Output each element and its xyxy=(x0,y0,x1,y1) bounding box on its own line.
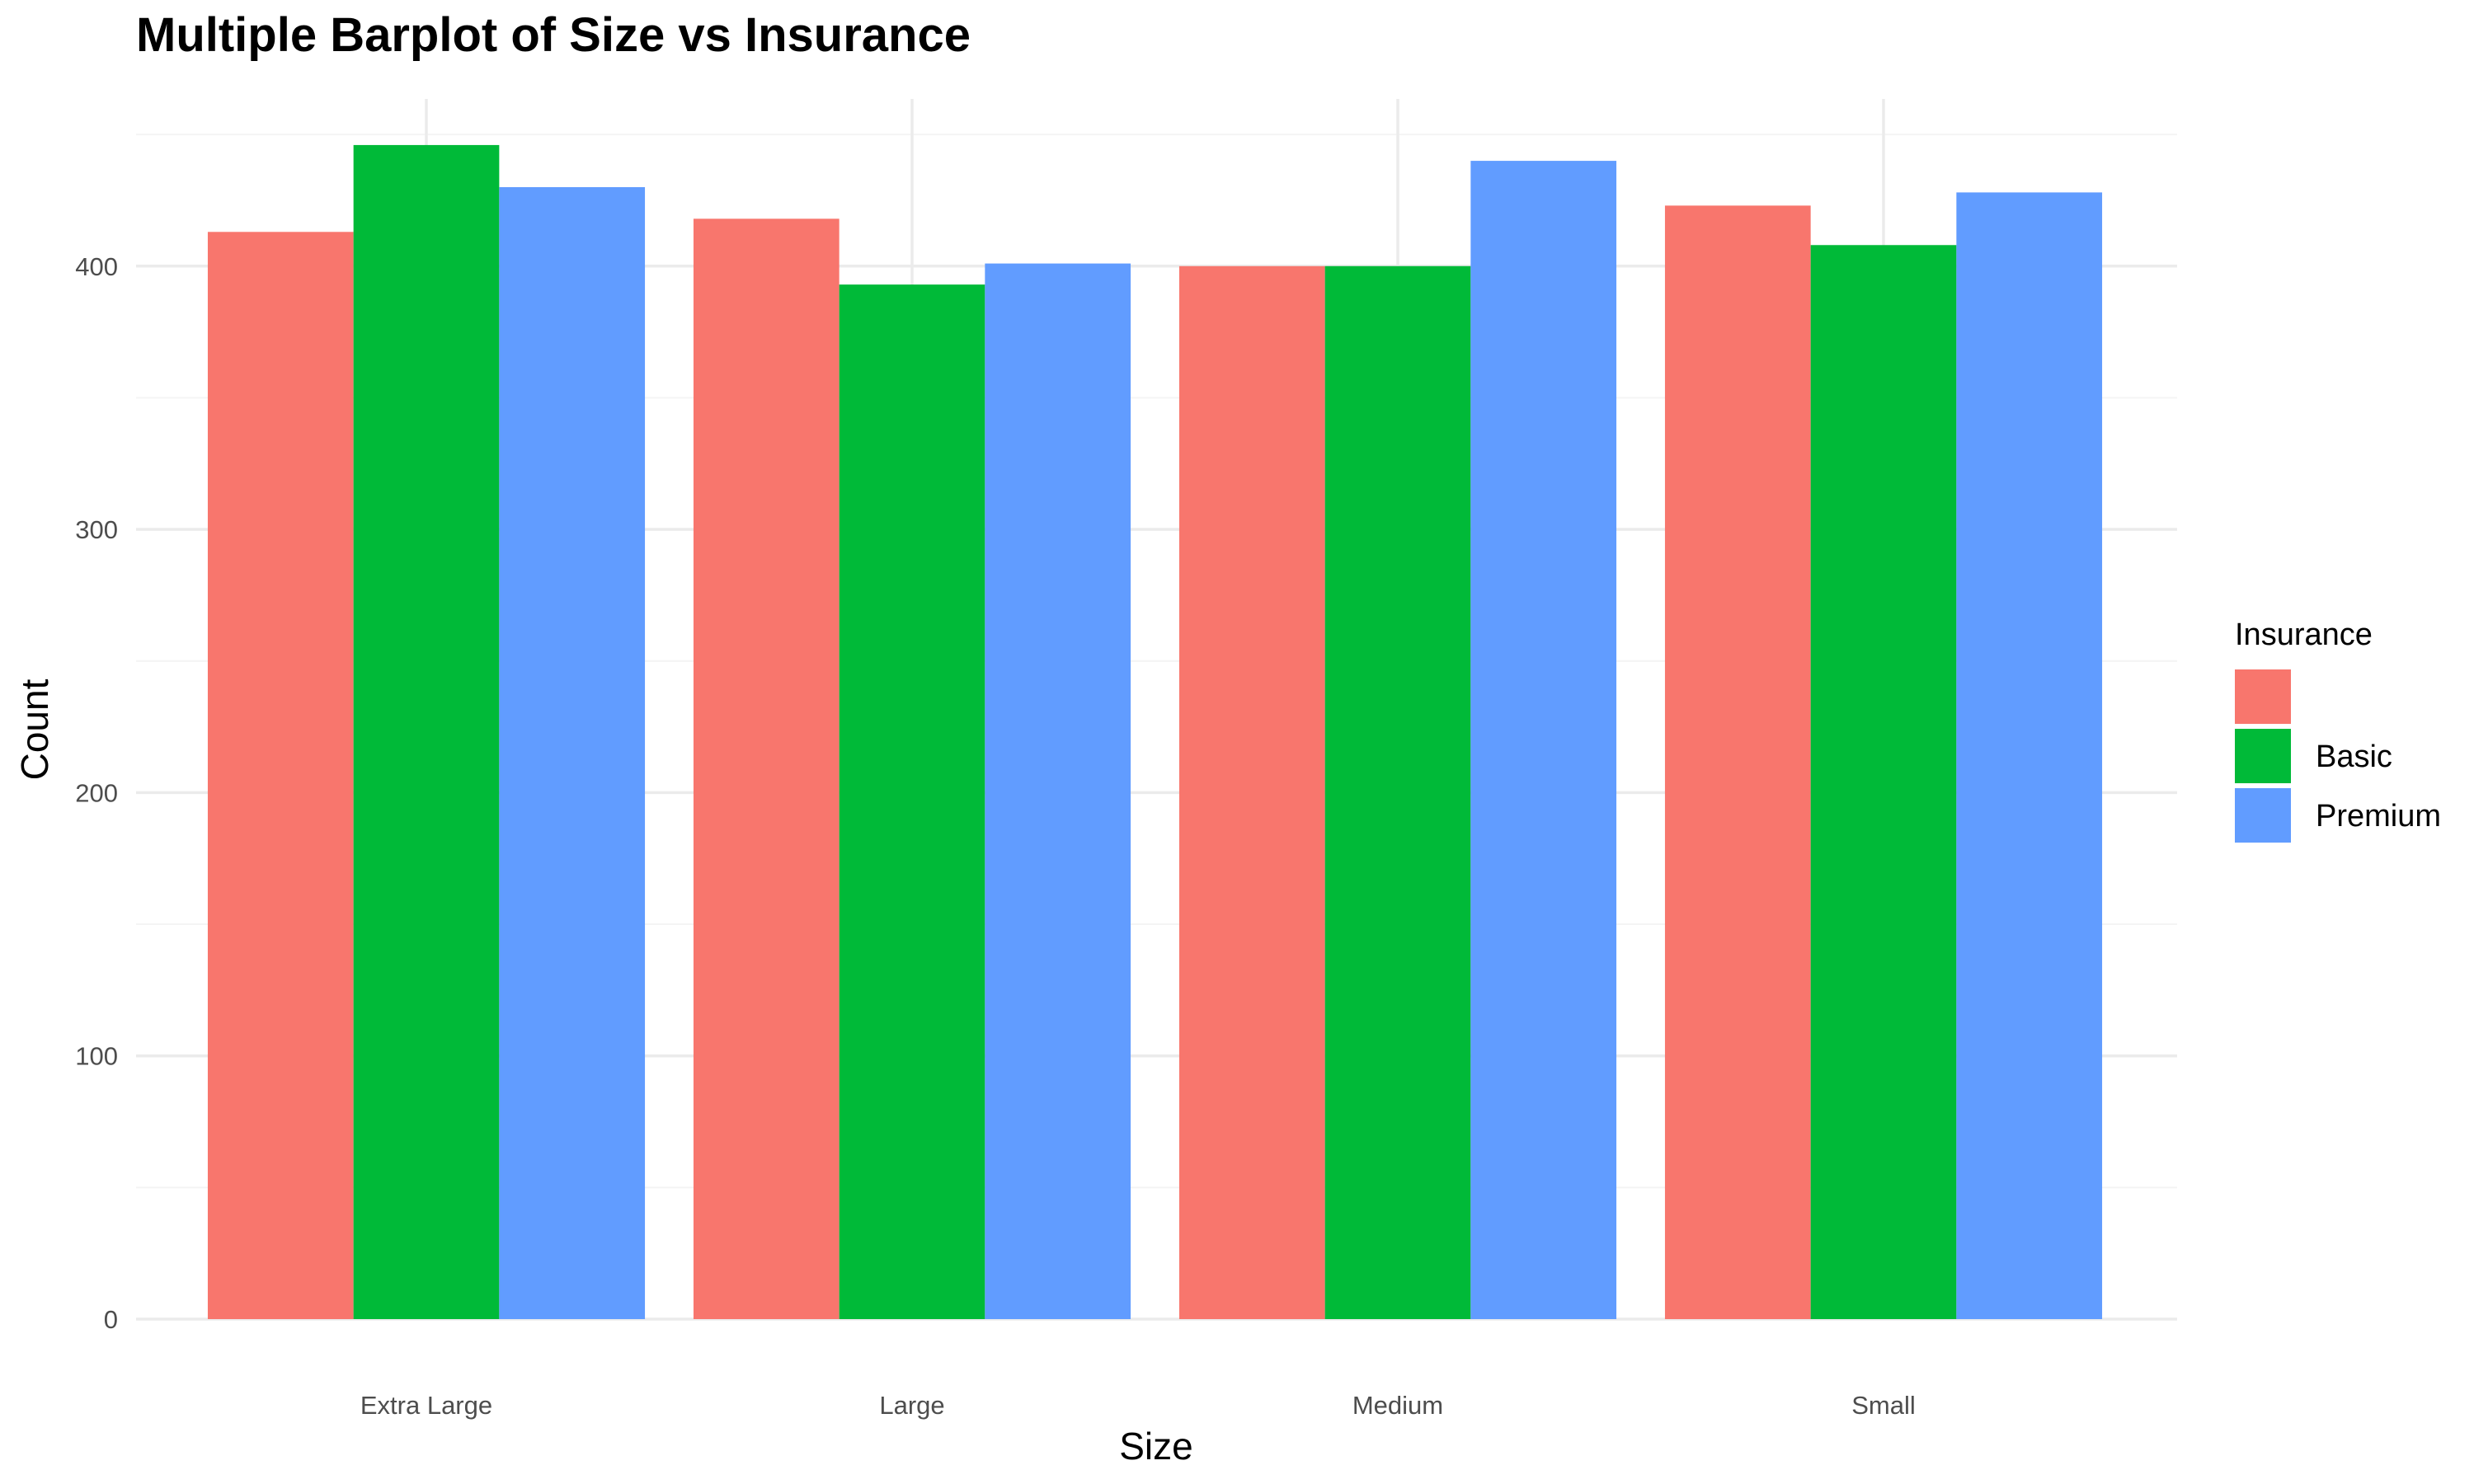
y-axis-title: Count xyxy=(13,679,56,780)
legend-key xyxy=(2235,729,2291,783)
bar xyxy=(353,144,500,1319)
y-tick-label: 200 xyxy=(75,778,118,807)
chart-title: Multiple Barplot of Size vs Insurance xyxy=(136,8,971,62)
y-tick-label: 100 xyxy=(75,1042,118,1071)
bar xyxy=(1178,265,1325,1319)
bar xyxy=(839,284,985,1319)
legend-key xyxy=(2235,788,2291,843)
y-tick-label: 0 xyxy=(104,1305,118,1334)
bar xyxy=(1470,161,1617,1320)
legend-items: Basic Premium xyxy=(2235,669,2441,843)
bar xyxy=(1810,245,1957,1320)
legend-label: Premium xyxy=(2316,799,2441,834)
bars xyxy=(207,144,2103,1320)
x-tick-label: Small xyxy=(1851,1391,1916,1420)
bar xyxy=(1956,192,2103,1319)
legend: Insurance Basic Premium xyxy=(2235,618,2441,843)
x-axis-title: Size xyxy=(1119,1425,1192,1468)
bar xyxy=(207,232,354,1319)
bar xyxy=(1324,265,1471,1319)
bar xyxy=(985,263,1131,1320)
x-tick-label: Medium xyxy=(1352,1391,1443,1420)
legend-key xyxy=(2235,669,2291,724)
bar xyxy=(693,218,840,1320)
y-axis-ticks: 0 100 200 300 400 xyxy=(75,252,118,1334)
legend-label: Basic xyxy=(2316,740,2392,774)
legend-title: Insurance xyxy=(2235,618,2373,652)
bar xyxy=(499,187,646,1319)
x-axis-ticks: Extra Large Large Medium Small xyxy=(360,1391,1916,1420)
y-tick-label: 400 xyxy=(75,252,118,281)
y-tick-label: 300 xyxy=(75,515,118,544)
bar xyxy=(1664,205,1811,1320)
x-tick-label: Extra Large xyxy=(360,1391,492,1420)
x-tick-label: Large xyxy=(879,1391,944,1420)
